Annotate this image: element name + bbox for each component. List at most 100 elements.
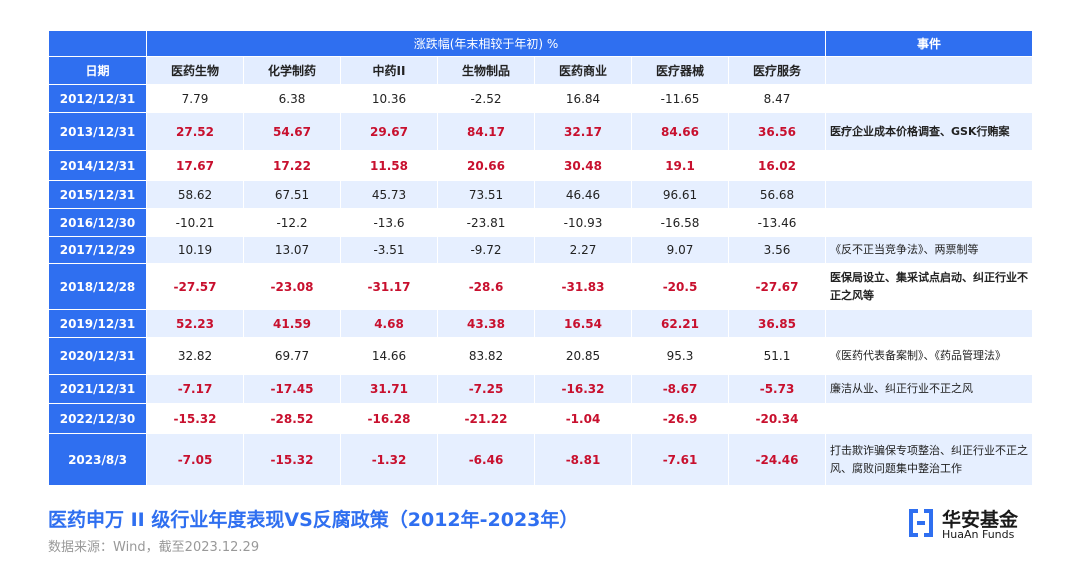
value-cell: -3.51 (340, 236, 438, 264)
data-table: 涨跌幅(年末相较于年初) % 事件 日期 医药生物 化学制药 中药II 生物制品 医药商业… (48, 30, 1034, 486)
data-row: 2022/12/30 -15.32 -28.52 -16.28 -21.22 -1.04-… (48, 403, 1034, 434)
event-cell: 廉洁从业、纠正行业不正之风 (825, 374, 1034, 404)
value-cell: -8.81 (534, 433, 632, 486)
value-cell: -1.32 (340, 433, 438, 486)
event-cell (825, 84, 1034, 113)
value-cell: 10.36 (340, 84, 438, 113)
value-cell: -23.81 (437, 208, 535, 237)
value-cell: -12.2 (243, 208, 341, 237)
column-header: 医疗器械 (631, 56, 729, 85)
value-cell: 32.17 (534, 112, 632, 151)
date-cell: 2023/8/3 (48, 433, 147, 486)
event-cell: 《医药代表备案制》、《药品管理法》 (825, 337, 1034, 375)
event-column-blank (825, 56, 1034, 85)
value-cell: -28.52 (243, 403, 341, 434)
date-cell: 2020/12/31 (48, 337, 147, 375)
value-cell: 31.71 (340, 374, 438, 404)
column-header-row: 日期 医药生物 化学制药 中药II 生物制品 医药商业 医疗器械 医疗服务 (48, 56, 1034, 85)
value-cell: 16.02 (727, 150, 827, 181)
value-cell: -17.45 (243, 374, 341, 404)
column-header: 中药II (340, 56, 438, 85)
value-cell: 51.1 (727, 337, 827, 375)
value-cell: -31.17 (340, 263, 438, 310)
value-cell: -15.32 (243, 433, 341, 486)
event-header: 事件 (825, 30, 1034, 57)
value-cell: -16.58 (631, 208, 729, 237)
event-cell: 打击欺诈骗保专项整治、纠正行业不正之风、腐败问题集中整治工作 (825, 433, 1034, 486)
value-cell: 58.62 (146, 180, 244, 209)
date-cell: 2021/12/31 (48, 374, 147, 404)
value-cell: 45.73 (340, 180, 438, 209)
date-cell: 2015/12/31 (48, 180, 147, 209)
footer-title: 医药申万 II 级行业年度表现VS反腐政策（2012年-2023年） (48, 509, 579, 531)
value-cell: -1.04 (534, 403, 632, 434)
value-cell: -9.72 (437, 236, 535, 264)
value-cell: -26.9 (631, 403, 729, 434)
value-cell: -16.32 (534, 374, 632, 404)
table-body: 涨跌幅(年末相较于年初) % 事件 日期 医药生物 化学制药 中药II 生物制品 医药商业… (48, 30, 1034, 486)
data-row: 2012/12/31 7.79 6.38 10.36 -2.52 16.84 -11.65 8… (48, 84, 1034, 113)
value-cell: 20.85 (534, 337, 632, 375)
group-header: 涨跌幅(年末相较于年初) % (145, 30, 827, 57)
value-cell: 52.23 (146, 309, 244, 338)
value-cell: 32.82 (146, 337, 244, 375)
value-cell: 7.79 (146, 84, 244, 113)
value-cell: -7.05 (146, 433, 244, 486)
value-cell: 95.3 (631, 337, 729, 375)
value-cell: -5.73 (727, 374, 827, 404)
logo-icon (909, 509, 933, 537)
value-cell: -21.22 (437, 403, 535, 434)
value-cell: 20.66 (437, 150, 535, 181)
date-cell: 2018/12/28 (48, 263, 147, 310)
date-cell: 2016/12/30 (48, 208, 147, 237)
value-cell: 36.56 (727, 112, 827, 151)
value-cell: -31.83 (534, 263, 632, 310)
value-cell: -7.25 (437, 374, 535, 404)
column-header: 化学制药 (243, 56, 341, 85)
date-cell: 2013/12/31 (48, 112, 147, 151)
value-cell: -6.46 (437, 433, 535, 486)
value-cell: 19.1 (631, 150, 729, 181)
value-cell: 4.68 (340, 309, 438, 338)
date-cell: 2014/12/31 (48, 150, 147, 181)
value-cell: 9.07 (631, 236, 729, 264)
value-cell: -27.57 (146, 263, 244, 310)
group-header-row: 涨跌幅(年末相较于年初) % 事件 (48, 30, 1034, 57)
value-cell: 17.22 (243, 150, 341, 181)
value-cell: -24.46 (727, 433, 827, 486)
value-cell: 83.82 (437, 337, 535, 375)
event-cell (825, 150, 1034, 181)
value-cell: 11.58 (340, 150, 438, 181)
value-cell: 17.67 (146, 150, 244, 181)
value-cell: 54.67 (243, 112, 341, 151)
value-cell: -13.6 (340, 208, 438, 237)
value-cell: -13.46 (727, 208, 827, 237)
data-row: 2023/8/3 -7.05 -15.32 -1.32 -6.46 -8.81 -7.61-… (48, 433, 1034, 486)
data-row: 2015/12/31 58.62 67.51 45.73 73.51 46.46 96.61… (48, 180, 1034, 209)
data-row: 2018/12/28 -27.57 -23.08 -31.17 -28.6 -31.83-… (48, 263, 1034, 310)
value-cell: 2.27 (534, 236, 632, 264)
value-cell: 29.67 (340, 112, 438, 151)
value-cell: 67.51 (243, 180, 341, 209)
value-cell: -20.34 (727, 403, 827, 434)
column-header: 医药生物 (146, 56, 244, 85)
corner (48, 30, 147, 57)
column-header: 生物制品 (437, 56, 535, 85)
date-cell: 2012/12/31 (48, 84, 147, 113)
value-cell: 16.84 (534, 84, 632, 113)
data-row: 2019/12/31 52.23 41.59 4.68 43.38 16.54 62.21 3… (48, 309, 1034, 338)
value-cell: 8.47 (727, 84, 827, 113)
date-cell: 2022/12/30 (48, 403, 147, 434)
column-header: 医疗服务 (727, 56, 827, 85)
value-cell: 73.51 (437, 180, 535, 209)
logo-cn: 华安基金 (942, 509, 1019, 531)
column-header: 医药商业 (534, 56, 632, 85)
event-cell: 医保局设立、集采试点启动、纠正行业不正之风等 (825, 263, 1034, 310)
value-cell: -15.32 (146, 403, 244, 434)
value-cell: 16.54 (534, 309, 632, 338)
data-row: 2016/12/30 -10.21 -12.2 -13.6 -23.81 -10.93 -1… (48, 208, 1034, 237)
value-cell: 69.77 (243, 337, 341, 375)
date-cell: 2019/12/31 (48, 309, 147, 338)
value-cell: 56.68 (727, 180, 827, 209)
